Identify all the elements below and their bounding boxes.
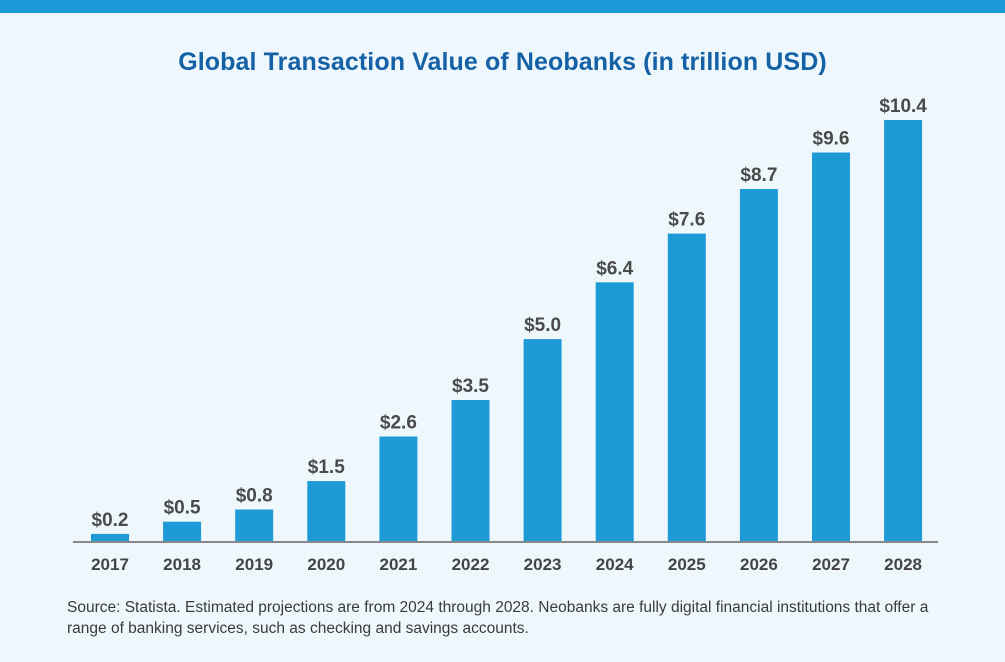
bar-2024 [595,282,634,542]
bar-2022 [451,400,490,542]
value-label-2028: $10.4 [879,96,927,117]
value-label-2018: $0.5 [164,498,201,519]
chart-title: Global Transaction Value of Neobanks (in… [178,48,827,76]
tick-label-2019: 2019 [235,555,273,574]
bar-2017 [91,533,129,542]
value-label-2023: $5.0 [524,315,561,336]
value-label-2022: $3.5 [452,376,489,397]
tick-label-2028: 2028 [884,555,922,574]
top-band [0,0,1005,13]
bar-2027 [812,152,850,542]
source-note: Source: Statista. Estimated projections … [67,599,929,637]
bar-2025 [667,233,706,542]
tick-label-2017: 2017 [91,555,129,574]
bar-2028 [884,120,923,542]
bars-group [91,120,923,542]
tick-label-2022: 2022 [452,555,490,574]
value-labels-group: $0.2 $0.5 $0.8 $1.5 $2.6 $3.5 $5.0 $6.4 $7.6 $8.7… [92,96,928,531]
tick-label-2025: 2025 [668,555,706,574]
value-label-2021: $2.6 [380,413,417,434]
tick-label-2026: 2026 [740,555,778,574]
value-label-2025: $7.6 [668,210,705,231]
value-label-2027: $9.6 [813,129,850,150]
tick-label-2024: 2024 [596,555,634,574]
value-label-2020: $1.5 [308,457,345,478]
bar-2019 [235,509,274,542]
bar-2020 [307,481,346,542]
bar-2018 [163,521,202,542]
value-label-2024: $6.4 [596,258,633,279]
tick-label-2020: 2020 [307,555,345,574]
bar-2021 [379,436,418,542]
value-label-2019: $0.8 [236,486,273,507]
tick-label-2021: 2021 [379,555,417,574]
bar-2023 [523,339,562,542]
value-label-2017: $0.2 [92,510,129,531]
tick-labels-group: 2017 2018 2019 2020 2021 2022 2023 2024 2025 2026… [91,555,922,574]
tick-label-2018: 2018 [163,555,201,574]
bar-2026 [739,189,778,542]
value-label-2026: $8.7 [740,165,777,186]
tick-label-2023: 2023 [524,555,562,574]
tick-label-2027: 2027 [812,555,850,574]
